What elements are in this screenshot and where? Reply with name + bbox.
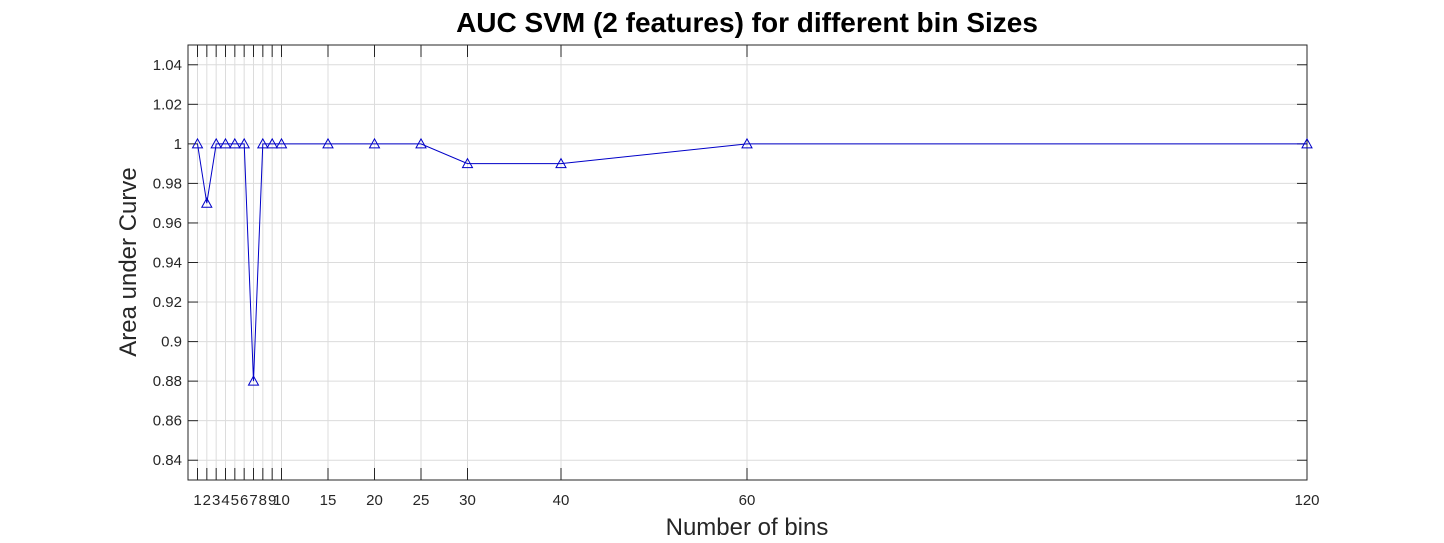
x-tick-label: 6 (240, 492, 248, 509)
data-point (1301, 137, 1313, 149)
x-tick-label: 25 (413, 492, 430, 509)
x-tick-label: 1 (193, 492, 201, 509)
data-point (200, 197, 213, 208)
grid-lines (188, 45, 1308, 480)
y-tick-label: 0.88 (153, 373, 182, 390)
y-tick-label: 0.9 (161, 334, 182, 351)
x-tick-label: 40 (553, 492, 570, 509)
data-point (210, 137, 223, 149)
x-tick-label: 120 (1294, 492, 1319, 509)
x-tick-label: 30 (459, 492, 476, 509)
tick-labels: 0.84 0.86 0.88 0.9 0.92 0.94 0.96 0.98 1 1.02 1.04… (153, 57, 1320, 509)
data-point (322, 137, 334, 149)
y-tick-label: 1 (174, 136, 182, 153)
x-tick-label: 4 (221, 492, 229, 509)
x-tick-label: 5 (231, 492, 239, 509)
y-tick-label: 1.02 (153, 96, 182, 113)
x-tick-label: 7 (249, 492, 257, 509)
data-point (415, 137, 427, 149)
x-axis-label: Number of bins (666, 514, 829, 541)
series-layer (191, 137, 1313, 386)
data-point (275, 137, 288, 149)
data-point (228, 137, 241, 149)
x-tick-label: 10 (273, 492, 290, 509)
data-point (247, 375, 260, 386)
data-point (266, 137, 279, 149)
y-tick-label: 0.96 (153, 215, 182, 232)
y-tick-label: 0.86 (153, 413, 182, 430)
y-tick-label: 0.94 (153, 255, 182, 272)
data-point (741, 137, 753, 149)
data-point (191, 137, 204, 149)
data-point (368, 137, 381, 149)
data-point (461, 157, 474, 169)
data-point (238, 137, 251, 149)
x-tick-label: 8 (259, 492, 267, 509)
data-point (219, 137, 232, 149)
data-point (256, 137, 269, 149)
y-tick-label: 0.84 (153, 452, 182, 469)
x-tick-label: 20 (366, 492, 383, 509)
x-tick-label: 15 (320, 492, 337, 509)
y-tick-label: 0.92 (153, 294, 182, 311)
y-tick-label: 0.98 (153, 175, 182, 192)
data-point (555, 157, 567, 169)
x-tick-label: 60 (739, 492, 756, 509)
chart-title: AUC SVM (2 features) for different bin S… (456, 7, 1038, 38)
x-tick-label: 3 (212, 492, 220, 509)
y-axis-label: Area under Curve (115, 167, 142, 356)
y-tick-label: 1.04 (153, 57, 182, 74)
x-tick-label: 2 (203, 492, 211, 509)
x-tick-label: 9 (268, 492, 276, 509)
